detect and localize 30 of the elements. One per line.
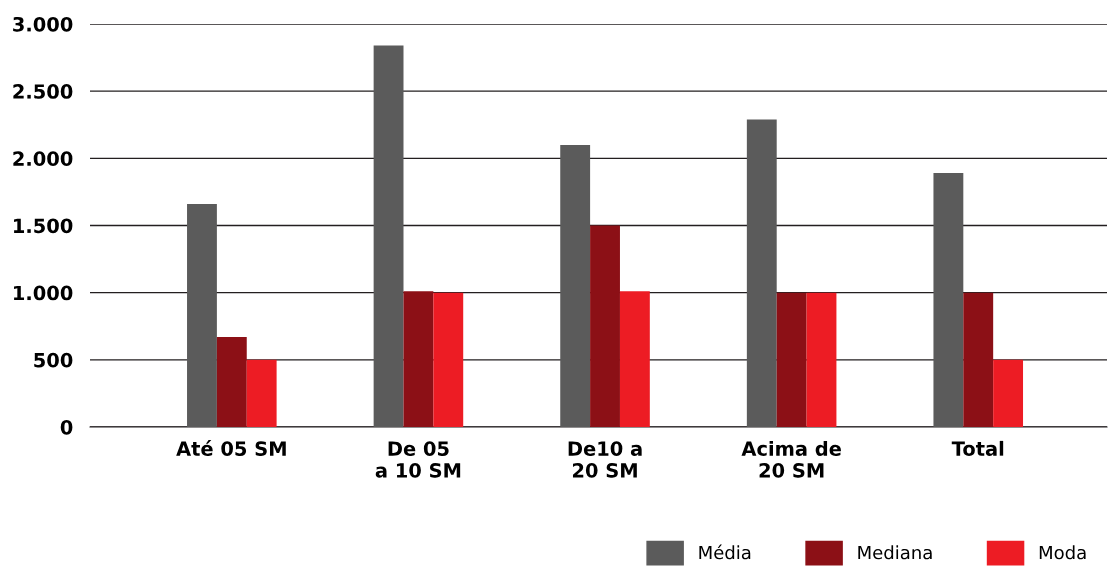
bar xyxy=(933,173,964,427)
bar xyxy=(746,119,777,427)
y-tick-label: 1.000 xyxy=(14,285,73,301)
x-tick-label: De 05 a 10 SM xyxy=(375,441,461,478)
legend-label: Moda xyxy=(1039,545,1086,560)
bar xyxy=(590,225,620,427)
legend-label: Média xyxy=(699,544,751,560)
y-tick-label: 1.500 xyxy=(14,218,73,234)
bar xyxy=(433,292,464,427)
legend-label: Mediana xyxy=(858,545,932,560)
y-tick-label: 500 xyxy=(34,352,73,368)
bar xyxy=(806,292,837,427)
y-tick-label: 2.000 xyxy=(13,151,73,166)
y-tick-label: 0 xyxy=(60,419,73,435)
bar xyxy=(187,204,217,427)
x-tick-label: Até 05 SM xyxy=(176,440,286,456)
bar xyxy=(963,292,994,427)
bar xyxy=(993,359,1024,427)
x-tick-label: Acima de 20 SM xyxy=(741,440,841,478)
bar xyxy=(246,359,277,427)
bar xyxy=(619,291,650,427)
x-tick-label: Total xyxy=(951,440,1004,456)
x-tick-label: De10 a 20 SM xyxy=(568,441,642,478)
bar xyxy=(560,144,591,427)
bar xyxy=(403,291,434,427)
bar xyxy=(776,292,807,427)
bar xyxy=(373,45,404,427)
y-tick-label: 3.000 xyxy=(13,16,73,32)
bar xyxy=(216,337,247,427)
y-tick-label: 2.500 xyxy=(13,84,73,99)
